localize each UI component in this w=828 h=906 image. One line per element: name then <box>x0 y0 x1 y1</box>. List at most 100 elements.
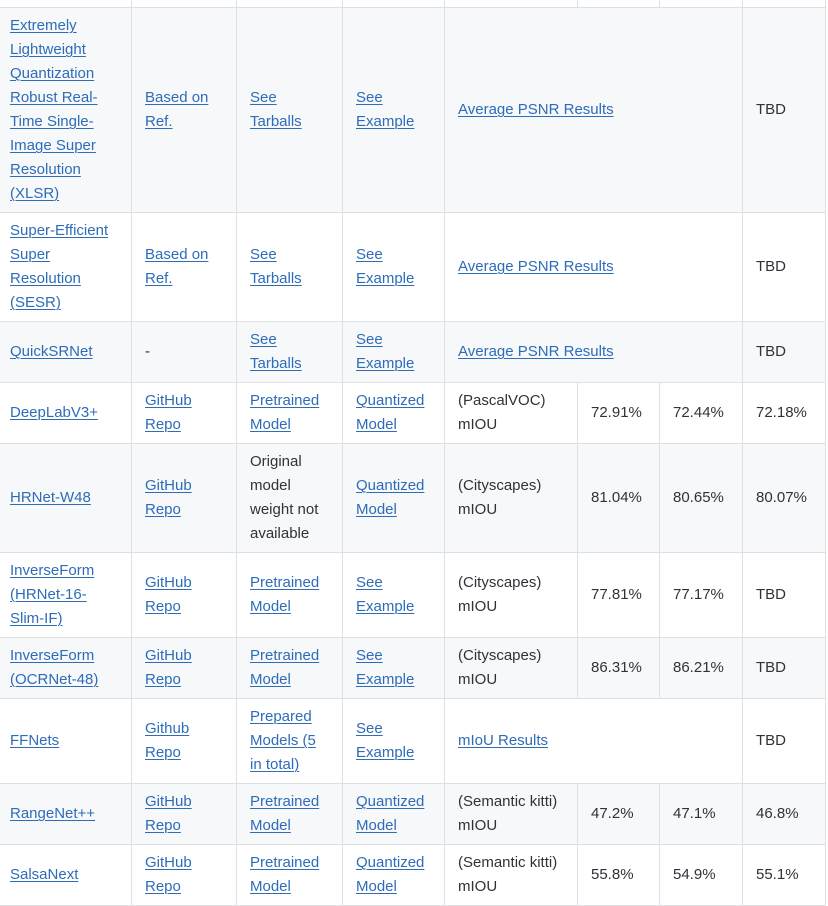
metric-text: (Semantic kitti) mIOU <box>458 793 558 834</box>
cell-metric: (Semantic kitti) mIOU <box>444 783 578 845</box>
cell-weights: Pretrained Model <box>236 637 343 699</box>
weights-link[interactable]: Pretrained Model <box>250 574 320 615</box>
reference-link[interactable]: GitHub Repo <box>145 647 192 688</box>
reference-link[interactable]: GitHub Repo <box>145 793 192 834</box>
cell-results: Average PSNR Results <box>444 321 743 383</box>
reference-link[interactable]: Github Repo <box>145 720 190 761</box>
table-row: FFNets Github Repo Prepared Models (5 in t… <box>0 698 826 784</box>
cell-metric: (Cityscapes) mIOU <box>444 637 578 699</box>
cell-value-3: 72.18% <box>742 382 826 444</box>
cell-model: InverseForm (HRNet-16-Slim-IF) <box>0 552 132 638</box>
example-link[interactable]: See Example <box>356 720 415 761</box>
metric-text: (PascalVOC) mIOU <box>458 392 546 433</box>
cell-metric: (Cityscapes) mIOU <box>444 552 578 638</box>
cutoff-cell <box>0 0 132 8</box>
cell-reference: GitHub Repo <box>131 552 237 638</box>
cutoff-cell <box>131 0 237 8</box>
model-link[interactable]: Extremely Lightweight Quantization Robus… <box>10 17 98 202</box>
cell-weights: See Tarballs <box>236 321 343 383</box>
table-row: InverseForm (OCRNet-48) GitHub Repo Pretra… <box>0 637 826 699</box>
weights-link[interactable]: Pretrained Model <box>250 793 320 834</box>
model-link[interactable]: QuickSRNet <box>10 343 93 360</box>
example-link[interactable]: Quantized Model <box>356 477 425 518</box>
cell-example: Quantized Model <box>342 382 445 444</box>
metric-text: (Cityscapes) mIOU <box>458 574 542 615</box>
cell-model: QuickSRNet <box>0 321 132 383</box>
value-2-text: 54.9% <box>673 866 716 883</box>
reference-text: - <box>145 343 150 360</box>
cell-value-1: 55.8% <box>577 844 660 906</box>
cell-value-2: 80.65% <box>659 443 743 553</box>
reference-link[interactable]: GitHub Repo <box>145 854 192 895</box>
cell-model: HRNet-W48 <box>0 443 132 553</box>
example-link[interactable]: Quantized Model <box>356 392 425 433</box>
weights-link[interactable]: See Tarballs <box>250 331 302 372</box>
model-link[interactable]: FFNets <box>10 732 60 749</box>
metric-text: (Cityscapes) mIOU <box>458 477 542 518</box>
model-link[interactable]: Super-Efficient Super Resolution (SESR) <box>10 222 109 311</box>
cell-weights: Pretrained Model <box>236 382 343 444</box>
example-link[interactable]: Quantized Model <box>356 793 425 834</box>
value-1-text: 55.8% <box>591 866 634 883</box>
value-3-text: TBD <box>756 586 786 603</box>
weights-link[interactable]: Prepared Models (5 in total) <box>250 708 316 773</box>
example-link[interactable]: See Example <box>356 89 415 130</box>
results-link[interactable]: Average PSNR Results <box>458 101 614 118</box>
weights-link[interactable]: Pretrained Model <box>250 854 320 895</box>
model-link[interactable]: DeepLabV3+ <box>10 404 98 421</box>
example-link[interactable]: See Example <box>356 574 415 615</box>
model-link[interactable]: InverseForm (HRNet-16-Slim-IF) <box>10 562 95 627</box>
cell-example: Quantized Model <box>342 844 445 906</box>
value-2-text: 86.21% <box>673 659 724 676</box>
example-link[interactable]: See Example <box>356 647 415 688</box>
value-2-text: 77.17% <box>673 586 724 603</box>
cutoff-cell <box>342 0 445 8</box>
cell-model: RangeNet++ <box>0 783 132 845</box>
reference-link[interactable]: GitHub Repo <box>145 392 192 433</box>
cell-value-3: TBD <box>742 552 826 638</box>
model-link[interactable]: RangeNet++ <box>10 805 96 822</box>
cell-metric: (Semantic kitti) mIOU <box>444 844 578 906</box>
value-3-text: TBD <box>756 732 786 749</box>
value-2-text: 72.44% <box>673 404 724 421</box>
cell-weights: See Tarballs <box>236 7 343 213</box>
example-link[interactable]: Quantized Model <box>356 854 425 895</box>
cell-reference: Github Repo <box>131 698 237 784</box>
cell-value-3: 46.8% <box>742 783 826 845</box>
example-link[interactable]: See Example <box>356 331 415 372</box>
cell-model: SalsaNext <box>0 844 132 906</box>
cell-value-3: TBD <box>742 321 826 383</box>
reference-link[interactable]: Based on Ref. <box>145 246 209 287</box>
model-link[interactable]: SalsaNext <box>10 866 79 883</box>
value-1-text: 47.2% <box>591 805 634 822</box>
cell-metric: (Cityscapes) mIOU <box>444 443 578 553</box>
cell-model: Extremely Lightweight Quantization Robus… <box>0 7 132 213</box>
cell-model: Super-Efficient Super Resolution (SESR) <box>0 212 132 322</box>
cell-example: See Example <box>342 552 445 638</box>
cell-example: See Example <box>342 212 445 322</box>
weights-link[interactable]: Pretrained Model <box>250 392 320 433</box>
model-link[interactable]: InverseForm (OCRNet-48) <box>10 647 99 688</box>
reference-link[interactable]: GitHub Repo <box>145 477 192 518</box>
results-link[interactable]: Average PSNR Results <box>458 343 614 360</box>
weights-link[interactable]: See Tarballs <box>250 246 302 287</box>
metric-text: (Semantic kitti) mIOU <box>458 854 558 895</box>
cell-example: See Example <box>342 698 445 784</box>
cell-value-1: 72.91% <box>577 382 660 444</box>
results-link[interactable]: Average PSNR Results <box>458 258 614 275</box>
reference-link[interactable]: GitHub Repo <box>145 574 192 615</box>
cell-reference: GitHub Repo <box>131 382 237 444</box>
weights-link[interactable]: See Tarballs <box>250 89 302 130</box>
results-link[interactable]: mIoU Results <box>458 732 549 749</box>
cell-value-2: 54.9% <box>659 844 743 906</box>
weights-link[interactable]: Pretrained Model <box>250 647 320 688</box>
model-link[interactable]: HRNet-W48 <box>10 489 91 506</box>
cutoff-cell <box>742 0 826 8</box>
reference-link[interactable]: Based on Ref. <box>145 89 209 130</box>
value-2-text: 80.65% <box>673 489 724 506</box>
value-3-text: TBD <box>756 343 786 360</box>
example-link[interactable]: See Example <box>356 246 415 287</box>
table-row: SalsaNext GitHub Repo Pretrained Model Quan… <box>0 844 826 906</box>
